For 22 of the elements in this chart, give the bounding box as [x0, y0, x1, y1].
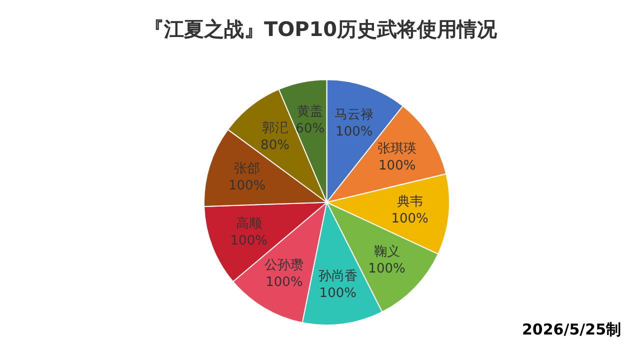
- slice-label: 郭汜: [262, 120, 288, 136]
- data-label: 100%: [319, 286, 356, 302]
- slice-label: 张琪瑛: [378, 141, 417, 156]
- slice-label: 黄盖: [297, 104, 324, 120]
- data-label: 100%: [230, 233, 268, 248]
- chart-title: 『江夏之战』TOP10历史武将使用情况: [144, 17, 498, 41]
- data-label: 100%: [266, 275, 303, 290]
- text: 2026/5/25制: [522, 320, 622, 338]
- slice-label: 马云禄: [334, 108, 374, 123]
- slice-label: 高顺: [236, 215, 262, 232]
- data-label: 100%: [336, 124, 373, 140]
- data-label: 80%: [260, 138, 290, 153]
- slice-label: 公孙瓒: [264, 258, 304, 274]
- slice-label: 张郃: [234, 162, 260, 177]
- slice-label: 典韦: [396, 194, 423, 210]
- slice-label: 孙尚香: [318, 269, 358, 284]
- data-label: 60%: [296, 122, 325, 137]
- data-label: 100%: [368, 261, 406, 276]
- data-label: 100%: [228, 178, 266, 194]
- data-label: 100%: [378, 158, 416, 174]
- slice-label: 鞠义: [374, 244, 400, 260]
- data-label: 100%: [391, 212, 428, 227]
